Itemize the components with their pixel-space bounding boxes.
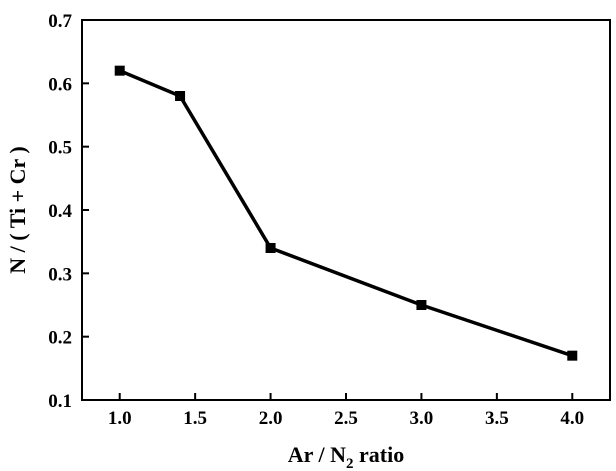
x-axis-title-main: Ar / N bbox=[288, 442, 346, 467]
y-tick-label: 0.3 bbox=[48, 264, 72, 285]
y-tick-label: 0.1 bbox=[48, 391, 72, 412]
x-tick-label: 3.5 bbox=[485, 408, 509, 429]
data-point bbox=[114, 65, 125, 76]
x-tick-label: 4.0 bbox=[560, 408, 584, 429]
y-tick-label: 0.5 bbox=[48, 138, 72, 159]
y-tick-label: 0.6 bbox=[48, 74, 72, 95]
data-point bbox=[567, 350, 578, 361]
x-tick-label: 2.0 bbox=[259, 408, 283, 429]
y-tick-label: 0.2 bbox=[48, 328, 72, 349]
y-tick-label: 0.7 bbox=[48, 11, 72, 32]
y-axis-title: N / ( Ti + Cr ) bbox=[5, 146, 30, 273]
x-tick-label: 2.5 bbox=[334, 408, 358, 429]
x-tick-label: 1.5 bbox=[183, 408, 207, 429]
series-line bbox=[119, 69, 573, 358]
x-tick-label: 3.0 bbox=[410, 408, 434, 429]
x-axis-title: Ar / N2 ratio bbox=[288, 442, 404, 471]
data-point bbox=[175, 91, 186, 101]
data-point bbox=[265, 243, 276, 253]
data-point bbox=[416, 300, 427, 310]
x-axis-title-subscript: 2 bbox=[346, 456, 354, 471]
y-tick-label: 0.4 bbox=[48, 201, 72, 222]
x-axis-title-suffix: ratio bbox=[354, 442, 405, 467]
x-tick-label: 1.0 bbox=[108, 408, 132, 429]
